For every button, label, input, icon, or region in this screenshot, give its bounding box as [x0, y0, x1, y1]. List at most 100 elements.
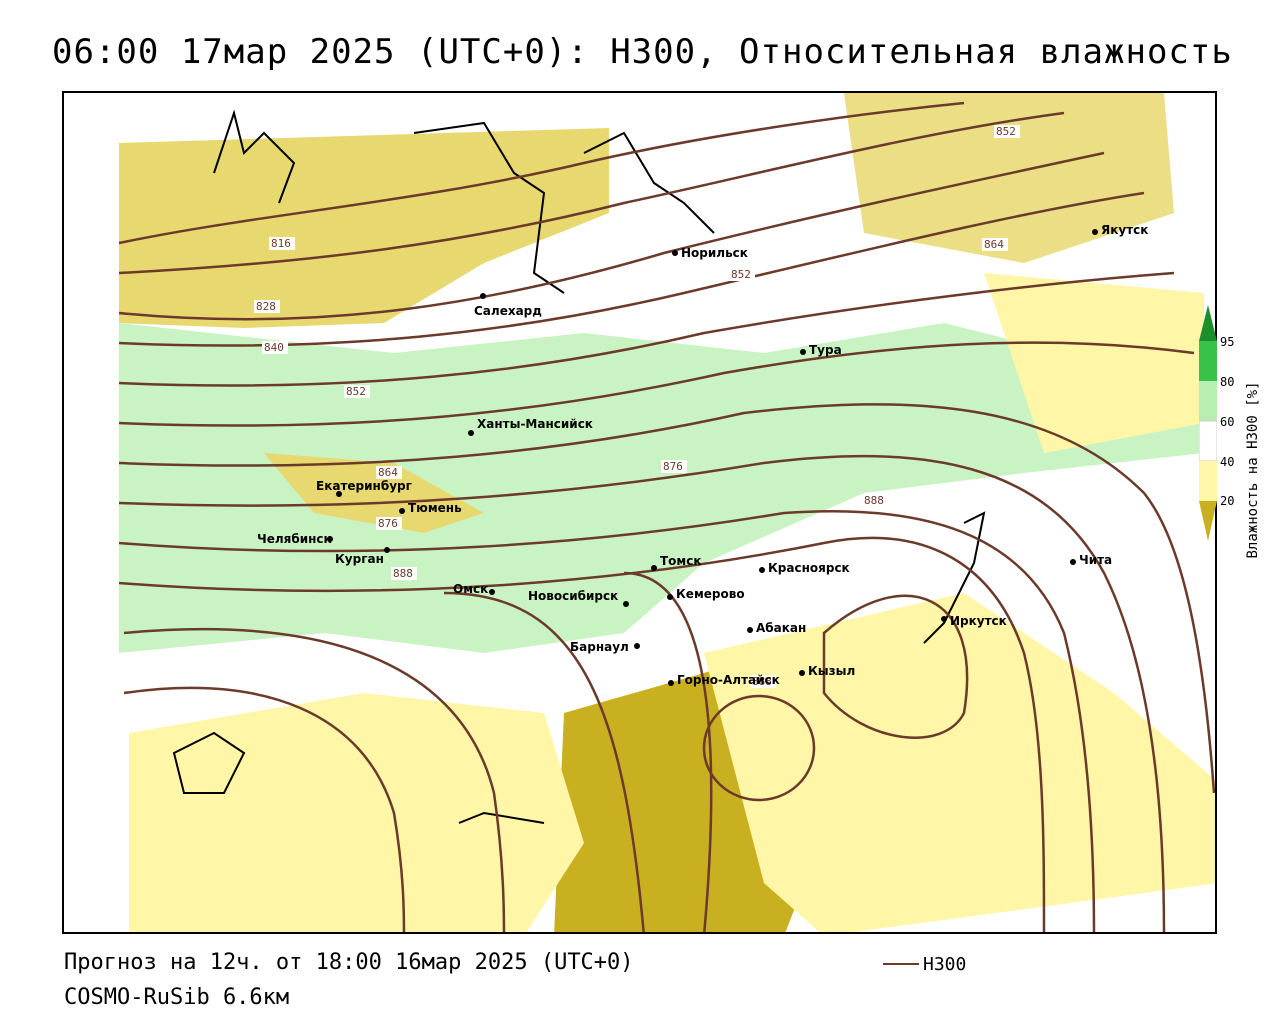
- contour-label-group: 816 828 840 852 864 876 888 852 864 852 …: [254, 125, 1020, 688]
- city-dot: [667, 594, 673, 600]
- contour-label: 864: [378, 466, 398, 479]
- city-label-chita: Чита: [1079, 553, 1112, 567]
- contour-closed-low: [702, 694, 816, 802]
- h300-line-label: H300: [923, 954, 967, 975]
- city-dot: [747, 627, 753, 633]
- city-dot: [941, 616, 947, 622]
- contour-label: 840: [264, 341, 284, 354]
- city-dot: [327, 536, 333, 542]
- h300-line-swatch: [883, 963, 919, 965]
- humidity-fill: [119, 93, 1215, 932]
- colorbar-segment: [1199, 461, 1217, 501]
- contour-label: 876: [378, 517, 398, 530]
- contour-line: [123, 627, 506, 932]
- moist-area-southwest: [129, 693, 584, 932]
- contour-line: [443, 591, 645, 932]
- contour-line: [123, 686, 406, 932]
- city-label-abakan: Абакан: [756, 621, 806, 635]
- coastline-taimyr: [583, 131, 715, 234]
- contour-label: 888: [393, 567, 413, 580]
- city-label-krasnoyarsk: Красноярск: [768, 561, 850, 575]
- contour-line: [118, 271, 1175, 387]
- city-dot: [800, 349, 806, 355]
- city-dot: [759, 567, 765, 573]
- city-label-yekaterinburg: Екатеринбург: [316, 479, 412, 493]
- moist-area-east: [984, 273, 1204, 453]
- city-dot: [468, 430, 474, 436]
- city-label-yakutsk: Якутск: [1101, 223, 1148, 237]
- city-label-barnaul: Барнаул: [570, 640, 629, 654]
- coastline-yamal: [413, 121, 565, 294]
- coastlines: [172, 109, 986, 824]
- contour-label: 876: [663, 460, 683, 473]
- colorbar-title-text: Влажность на H300 [%]: [1245, 381, 1261, 559]
- contour-label: 888: [752, 675, 772, 688]
- city-label-omsk: Омск: [453, 582, 488, 596]
- contour-line: [118, 341, 1195, 427]
- coastline-caspian: [172, 731, 246, 794]
- colorbar-tick: 80: [1220, 375, 1235, 389]
- city-label-novosibirsk: Новосибирск: [528, 589, 618, 603]
- forecast-info: Прогноз на 12ч. от 18:00 16мар 2025 (UTC…: [64, 950, 634, 975]
- coastline-aral: [458, 811, 545, 824]
- colorbar-bottom-arrow: [1199, 501, 1217, 541]
- city-dot: [623, 601, 629, 607]
- colorbar-tick: 40: [1220, 455, 1235, 469]
- colorbar-svg: [1198, 305, 1218, 541]
- city-label-irkutsk: Иркутск: [950, 614, 1007, 628]
- city-markers: Норильск Якутск Салехард Тура Ханты-Манс…: [257, 223, 1148, 687]
- dry-area-northeast: [844, 93, 1174, 263]
- colorbar-tick: 60: [1220, 415, 1235, 429]
- city-label-tura: Тура: [809, 343, 842, 357]
- city-label-salekhard: Салехард: [474, 304, 542, 318]
- dry-strip-ural: [264, 453, 484, 533]
- contour-label: 888: [864, 494, 884, 507]
- city-label-khanty-mansiysk: Ханты-Мансийск: [477, 417, 593, 431]
- colorbar-segment: [1199, 341, 1217, 381]
- contour-label: 828: [256, 300, 276, 313]
- city-label-tomsk: Томск: [660, 554, 702, 568]
- contour-label: 816: [271, 237, 291, 250]
- city-dot: [651, 565, 657, 571]
- contour-label: 864: [984, 238, 1004, 251]
- contour-label: 852: [996, 125, 1016, 138]
- coastline-kola: [213, 109, 296, 204]
- city-dot: [799, 670, 805, 676]
- contour-line: [118, 454, 1166, 932]
- contour-line: [118, 536, 1046, 932]
- map-panel: 816 828 840 852 864 876 888 852 864 852 …: [62, 91, 1217, 934]
- map-title: 06:00 17мар 2025 (UTC+0): H300, Относите…: [52, 32, 1233, 72]
- city-label-kemerovo: Кемерово: [676, 587, 745, 601]
- city-label-gorno-altaysk: Горно-Алтайск: [677, 673, 780, 687]
- city-label-tyumen: Тюмень: [408, 501, 462, 515]
- city-dot: [1070, 559, 1076, 565]
- city-dot: [489, 589, 495, 595]
- colorbar-segment: [1198, 420, 1218, 462]
- contour-line: [118, 111, 1065, 275]
- contour-line: [118, 509, 1096, 932]
- dry-area-northwest: [119, 128, 609, 328]
- contour-line: [118, 403, 1215, 794]
- city-dot: [634, 643, 640, 649]
- contour-line: [118, 151, 1105, 321]
- city-dot: [384, 547, 390, 553]
- city-dot: [480, 293, 486, 299]
- contour-label: 852: [346, 385, 366, 398]
- contour-line: [623, 571, 713, 932]
- coastline-baikal: [923, 511, 986, 644]
- city-dot: [399, 508, 405, 514]
- colorbar-tick: 95: [1220, 335, 1235, 349]
- contour-label: 852: [731, 268, 751, 281]
- city-label-kurgan: Курган: [335, 552, 384, 566]
- h300-contours: [118, 101, 1215, 932]
- contour-line: [118, 191, 1145, 347]
- city-dot: [336, 491, 342, 497]
- map-canvas: 816 828 840 852 864 876 888 852 864 852 …: [118, 93, 1215, 932]
- contour-line: [118, 101, 965, 245]
- model-name: COSMO-RuSib 6.6км: [64, 985, 290, 1010]
- city-label-chelyabinsk: Челябинск: [257, 532, 332, 546]
- city-dot: [668, 680, 674, 686]
- colorbar-title: Влажность на H300 [%]: [1238, 350, 1268, 590]
- colorbar-top-arrow: [1199, 305, 1217, 341]
- moist-area-southeast: [704, 593, 1215, 932]
